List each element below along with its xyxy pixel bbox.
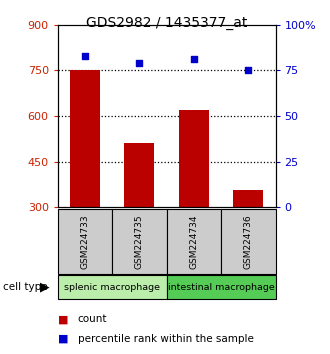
Bar xyxy=(167,209,221,274)
Text: ■: ■ xyxy=(58,334,68,344)
Text: GSM224734: GSM224734 xyxy=(189,215,198,269)
Text: GSM224735: GSM224735 xyxy=(135,214,144,269)
Bar xyxy=(167,275,276,299)
Point xyxy=(191,57,197,62)
Point xyxy=(246,68,251,73)
Point xyxy=(82,53,88,59)
Bar xyxy=(70,70,100,207)
Text: intestinal macrophage: intestinal macrophage xyxy=(168,282,275,292)
Text: GSM224733: GSM224733 xyxy=(81,214,89,269)
Text: percentile rank within the sample: percentile rank within the sample xyxy=(78,334,253,344)
Bar xyxy=(221,209,276,274)
Text: count: count xyxy=(78,314,107,324)
Text: cell type: cell type xyxy=(3,282,48,292)
Text: ▶: ▶ xyxy=(40,281,50,293)
Bar xyxy=(58,275,167,299)
Text: GSM224736: GSM224736 xyxy=(244,214,253,269)
Text: splenic macrophage: splenic macrophage xyxy=(64,282,160,292)
Bar xyxy=(179,110,209,207)
Bar xyxy=(58,209,112,274)
Text: ■: ■ xyxy=(58,314,68,324)
Point xyxy=(137,60,142,66)
Bar xyxy=(233,190,263,207)
Bar xyxy=(124,143,154,207)
Bar xyxy=(112,209,167,274)
Text: GDS2982 / 1435377_at: GDS2982 / 1435377_at xyxy=(86,16,248,30)
